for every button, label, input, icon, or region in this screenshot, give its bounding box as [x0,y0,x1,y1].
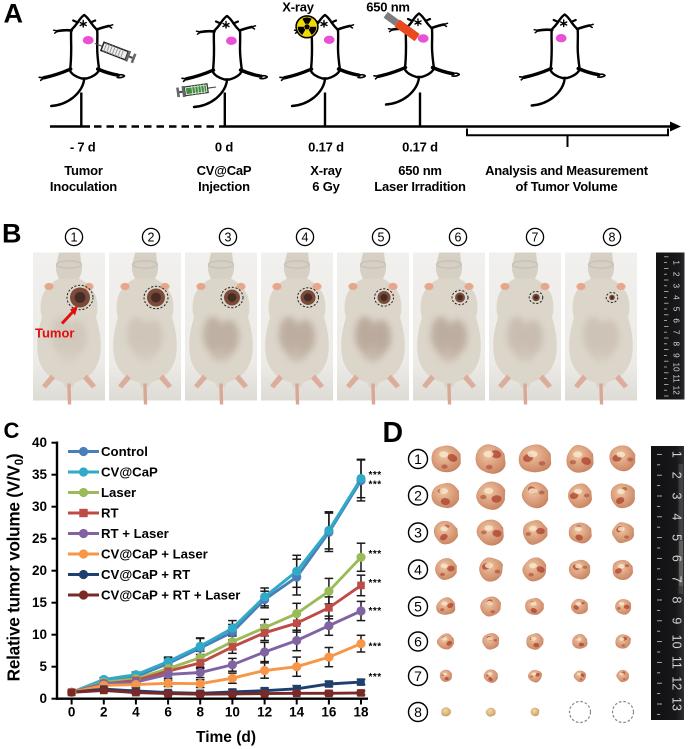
svg-text:15: 15 [32,595,48,610]
svg-text:0.17 d: 0.17 d [308,140,344,155]
svg-text:4: 4 [132,705,140,720]
svg-text:40: 40 [32,435,47,450]
svg-text:10: 10 [225,705,240,720]
svg-text:5: 5 [414,598,422,614]
svg-text:0 d: 0 d [215,140,233,155]
svg-text:11: 11 [670,656,684,669]
svg-text:12: 12 [257,705,272,720]
svg-text:5: 5 [39,659,47,674]
svg-text:Inoculation: Inoculation [50,179,117,194]
svg-text:3: 3 [225,231,232,245]
svg-text:***: *** [369,642,382,653]
svg-text:Relative tumor volume (V/V0): Relative tumor volume (V/V0) [4,454,27,682]
svg-text:B: B [2,219,22,249]
svg-text:***: *** [369,480,382,491]
svg-text:5: 5 [670,534,684,541]
svg-text:9: 9 [672,353,681,358]
svg-text:Injection: Injection [198,179,250,194]
svg-text:10: 10 [672,362,681,372]
svg-text:20: 20 [32,563,47,578]
svg-text:30: 30 [32,499,47,514]
svg-text:***: *** [369,470,382,481]
svg-text:6: 6 [670,555,684,562]
svg-text:9: 9 [670,617,684,624]
svg-text:CV@CaP: CV@CaP [197,163,252,178]
svg-text:3: 3 [670,493,684,500]
svg-text:CV@CaP: CV@CaP [101,465,158,480]
svg-text:1: 1 [670,451,684,458]
svg-text:5: 5 [672,307,681,312]
svg-text:2: 2 [148,231,155,245]
svg-text:Laser: Laser [101,485,136,500]
svg-text:Laser Irradition: Laser Irradition [374,179,466,194]
svg-text:12: 12 [670,676,684,690]
svg-text:6: 6 [455,231,462,245]
svg-text:13: 13 [670,697,684,711]
svg-text:7: 7 [670,576,684,583]
svg-text:6: 6 [164,705,172,720]
svg-text:***: *** [369,549,382,560]
svg-text:4: 4 [672,295,681,300]
svg-text:10: 10 [670,635,684,649]
svg-text:1: 1 [672,260,681,265]
svg-text:3: 3 [672,284,681,289]
svg-text:2: 2 [670,472,684,479]
svg-text:4: 4 [302,231,309,245]
svg-text:4: 4 [414,561,422,577]
svg-text:5: 5 [378,231,385,245]
svg-text:8: 8 [672,342,681,347]
svg-text:CV@CaP + RT: CV@CaP + RT [101,567,190,582]
svg-text:CV@CaP + RT + Laser: CV@CaP + RT + Laser [101,588,240,603]
svg-text:16: 16 [321,705,337,720]
svg-text:7: 7 [532,231,539,245]
svg-text:10: 10 [32,627,47,642]
svg-text:4: 4 [670,513,684,520]
svg-text:8: 8 [609,231,616,245]
svg-text:14: 14 [289,705,305,720]
svg-text:C: C [4,418,20,443]
svg-text:Tumor: Tumor [64,163,103,178]
svg-text:6 Gy: 6 Gy [312,179,340,194]
svg-text:Time (d): Time (d) [196,729,256,746]
svg-text:650 nm: 650 nm [366,0,410,15]
svg-text:***: *** [369,578,382,589]
svg-text:X-ray: X-ray [282,0,314,15]
svg-text:CV@CaP + Laser: CV@CaP + Laser [101,547,208,562]
svg-text:D: D [383,417,404,449]
svg-text:12: 12 [672,386,681,396]
svg-text:8: 8 [670,597,684,604]
svg-text:0: 0 [39,691,47,706]
svg-text:25: 25 [32,531,48,546]
svg-text:Tumor: Tumor [35,326,74,341]
svg-text:0: 0 [68,705,76,720]
svg-text:8: 8 [414,704,422,720]
svg-text:7: 7 [414,668,422,684]
svg-text:- 7 d: - 7 d [70,140,96,155]
svg-text:11: 11 [672,374,681,383]
svg-text:7: 7 [672,330,681,335]
svg-text:35: 35 [32,467,48,482]
svg-text:of Tumor Volume: of Tumor Volume [516,179,618,194]
svg-text:18: 18 [353,705,369,720]
svg-text:RT: RT [101,506,119,521]
svg-text:3: 3 [414,524,422,540]
svg-text:6: 6 [414,633,422,649]
svg-text:2: 2 [100,705,108,720]
svg-text:Control: Control [101,444,148,459]
svg-text:2: 2 [672,272,681,277]
svg-text:X-ray: X-ray [310,163,342,178]
svg-text:1: 1 [71,231,78,245]
svg-text:650 nm: 650 nm [398,163,442,178]
svg-text:***: *** [369,672,382,683]
svg-text:Analysis and Measurement: Analysis and Measurement [485,163,649,178]
svg-text:8: 8 [196,705,204,720]
svg-text:1: 1 [414,451,422,467]
svg-text:0.17 d: 0.17 d [402,140,438,155]
svg-text:***: *** [369,606,382,617]
svg-text:RT + Laser: RT + Laser [101,526,169,541]
svg-text:A: A [4,0,24,29]
svg-text:2: 2 [414,487,422,503]
svg-text:6: 6 [672,318,681,323]
